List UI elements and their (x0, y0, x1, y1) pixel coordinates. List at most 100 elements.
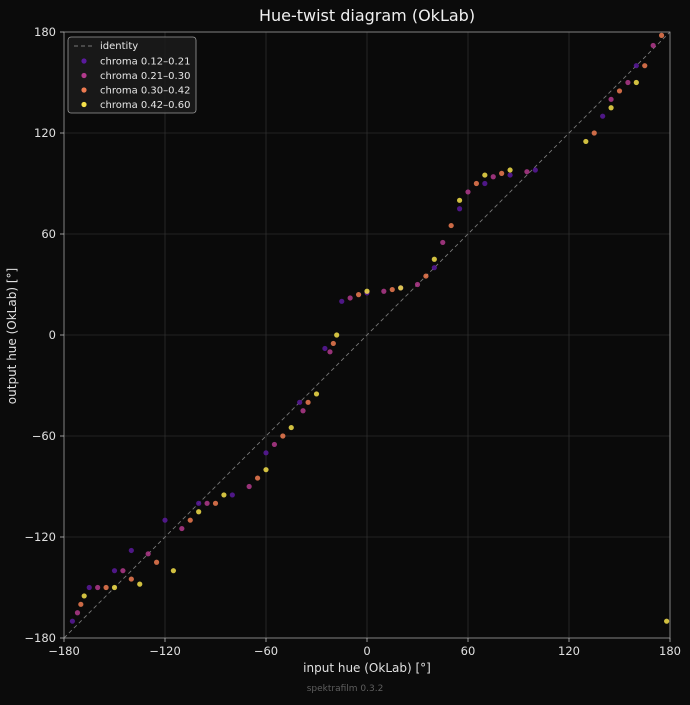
data-point-2 (524, 169, 530, 175)
legend-swatch (81, 72, 87, 79)
data-point-2 (414, 281, 421, 288)
x-tick-label: 180 (659, 644, 681, 658)
data-point-1 (128, 547, 134, 554)
data-point-2 (74, 610, 81, 616)
credit-text: spektrafilm 0.3.2 (306, 684, 384, 694)
data-point-1 (69, 618, 76, 624)
y-tick-label: −120 (24, 530, 56, 544)
data-point-4 (664, 618, 670, 624)
data-point-2 (347, 295, 353, 301)
data-point-4 (507, 167, 513, 173)
data-point-3 (187, 517, 193, 523)
data-point-4 (111, 584, 118, 591)
data-point-1 (600, 113, 606, 119)
x-tick-label: 60 (461, 644, 476, 658)
data-point-2 (120, 568, 126, 574)
data-point-3 (591, 130, 597, 136)
data-point-4 (263, 467, 269, 473)
y-tick-label: 180 (34, 25, 56, 39)
data-point-2 (246, 483, 252, 490)
data-point-3 (280, 433, 286, 439)
data-point-3 (254, 475, 261, 481)
data-point-2 (179, 525, 185, 532)
legend-series-label: chroma 0.21–0.30 (100, 71, 190, 82)
data-point-1 (111, 568, 118, 574)
legend-swatch (81, 87, 87, 93)
data-point-1 (229, 492, 235, 498)
y-tick-label: 120 (34, 126, 56, 140)
y-tick-label: −60 (32, 429, 56, 443)
data-point-2 (204, 500, 210, 506)
data-point-2 (327, 349, 333, 355)
legend-identity-label: identity (100, 41, 138, 52)
legend-swatch (81, 101, 87, 108)
data-point-4 (456, 197, 463, 203)
data-point-2 (650, 42, 656, 49)
y-tick-label: 0 (49, 328, 56, 342)
chart-title: Hue-twist diagram (OkLab) (259, 6, 475, 25)
legend-swatch (81, 58, 87, 64)
data-point-2 (625, 79, 631, 86)
legend: identity chroma 0.12–0.21 chroma 0.21–0.30… (67, 36, 197, 114)
data-point-4 (288, 424, 294, 431)
data-point-2 (608, 96, 614, 102)
x-tick-label: −120 (149, 644, 181, 658)
data-point-2 (300, 408, 306, 414)
data-point-2 (145, 551, 151, 557)
data-point-1 (507, 172, 513, 178)
plot-area: −180 −120 −60 0 60 120 180 −180 −120 −60 0 60 120 180 (24, 25, 681, 658)
data-point-4 (398, 285, 404, 291)
legend-box (67, 36, 197, 114)
data-point-3 (212, 500, 219, 506)
data-point-4 (196, 509, 202, 515)
data-point-2 (381, 288, 387, 294)
data-point-4 (137, 581, 143, 587)
data-point-3 (78, 601, 84, 607)
data-point-1 (532, 167, 538, 173)
data-point-1 (633, 63, 639, 69)
data-point-4 (482, 172, 488, 178)
data-point-1 (263, 450, 269, 456)
data-point-3 (389, 286, 395, 293)
y-tick-label: −180 (24, 631, 56, 645)
data-point-1 (297, 399, 303, 405)
x-tick-label: 0 (363, 644, 370, 658)
data-point-4 (313, 391, 320, 397)
data-point-4 (334, 332, 340, 338)
data-point-3 (499, 170, 505, 176)
data-point-1 (162, 517, 168, 523)
data-point-2 (465, 189, 471, 195)
data-point-2 (490, 174, 496, 180)
data-point-4 (221, 492, 227, 498)
data-point-2 (440, 239, 446, 246)
identity-line (63, 31, 671, 639)
data-point-3 (153, 559, 160, 565)
data-point-1 (431, 265, 437, 271)
data-point-3 (658, 32, 665, 38)
x-tick-label: −180 (48, 644, 80, 658)
data-point-3 (330, 340, 336, 347)
legend-series-label: chroma 0.12–0.21 (100, 57, 190, 68)
data-point-1 (86, 584, 92, 591)
data-point-3 (103, 584, 109, 591)
data-point-1 (482, 180, 488, 187)
data-point-3 (642, 63, 648, 69)
data-point-3 (448, 222, 454, 229)
data-point-1 (339, 298, 345, 304)
data-point-3 (616, 88, 623, 94)
x-tick-label: 120 (558, 644, 580, 658)
data-point-4 (170, 568, 177, 574)
data-point-4 (608, 105, 614, 111)
data-point-2 (271, 441, 278, 448)
legend-series-label: chroma 0.42–0.60 (100, 100, 190, 111)
data-point-4 (364, 288, 370, 294)
data-point-3 (355, 292, 362, 298)
data-point-1 (196, 500, 202, 506)
data-point-4 (633, 79, 639, 86)
y-tick-label: 60 (41, 227, 56, 241)
data-point-3 (305, 399, 311, 405)
data-point-4 (81, 593, 87, 599)
data-point-4 (583, 138, 589, 145)
data-point-3 (128, 576, 134, 582)
